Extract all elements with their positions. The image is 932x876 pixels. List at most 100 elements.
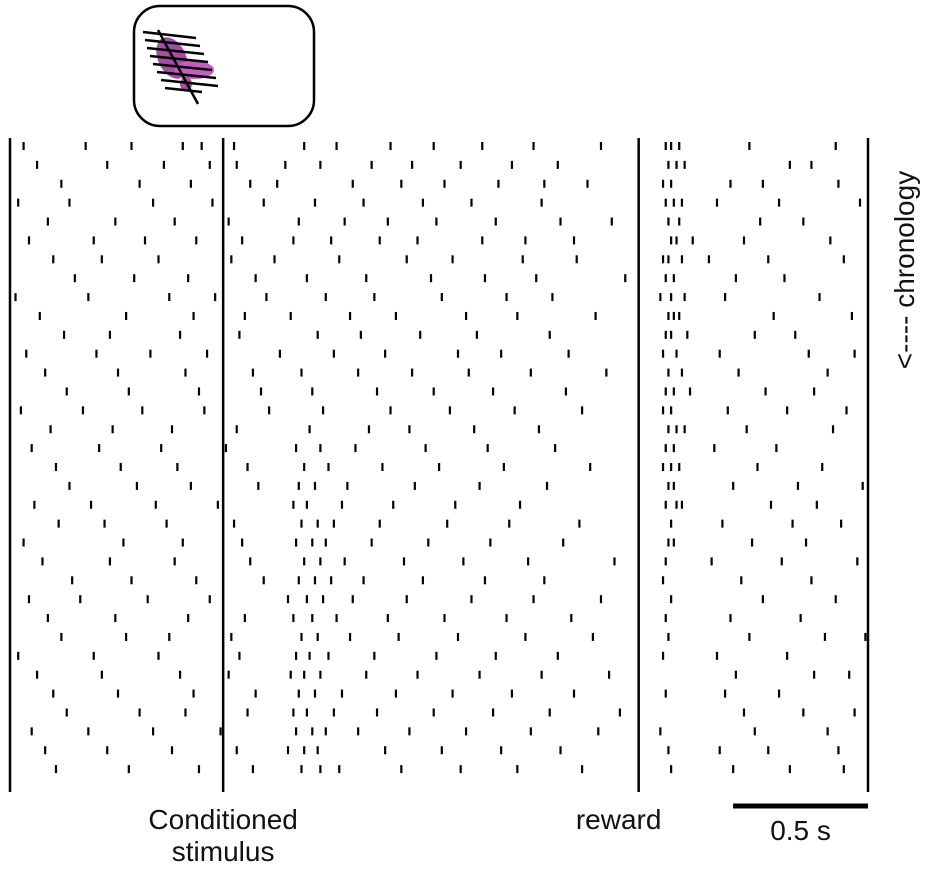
- spike: [114, 217, 117, 226]
- spike: [365, 670, 368, 679]
- spike: [295, 444, 298, 453]
- spike: [100, 255, 103, 264]
- spike: [57, 519, 60, 528]
- spike: [189, 481, 192, 490]
- spike: [667, 217, 670, 226]
- spike: [319, 444, 322, 453]
- spike: [289, 670, 292, 679]
- spike: [505, 614, 508, 623]
- spike: [491, 387, 495, 396]
- spike: [138, 179, 141, 188]
- spike: [340, 689, 344, 698]
- spike: [311, 614, 314, 623]
- spike: [224, 444, 228, 453]
- spike: [456, 349, 460, 358]
- spike: [691, 236, 694, 245]
- spike: [95, 349, 98, 358]
- spike: [821, 463, 824, 471]
- spike: [41, 557, 44, 566]
- spike: [321, 595, 325, 604]
- spike: [365, 274, 368, 283]
- spike: [297, 217, 300, 226]
- spike: [348, 632, 352, 641]
- spike: [661, 463, 665, 471]
- spike: [184, 368, 187, 377]
- spike: [116, 689, 120, 698]
- spike: [111, 425, 114, 434]
- spike: [551, 293, 554, 302]
- spike: [324, 727, 327, 736]
- spike: [664, 198, 667, 207]
- spike: [22, 142, 25, 150]
- spike: [324, 538, 327, 547]
- spike: [491, 708, 495, 717]
- spike: [211, 198, 214, 207]
- spike: [840, 519, 843, 528]
- spike: [591, 632, 594, 641]
- spike: [181, 538, 184, 547]
- spike: [661, 651, 665, 660]
- spike: [343, 557, 346, 566]
- spike: [22, 538, 25, 547]
- spike: [721, 519, 724, 528]
- spike: [357, 368, 360, 377]
- spike: [278, 349, 282, 358]
- spike: [486, 444, 489, 453]
- spike: [300, 368, 303, 377]
- spike: [667, 160, 670, 169]
- spike: [559, 217, 562, 226]
- spike: [761, 179, 764, 188]
- spike: [330, 236, 333, 245]
- spike: [462, 557, 465, 566]
- spike: [848, 670, 851, 679]
- spike: [143, 236, 147, 245]
- spike: [400, 179, 403, 188]
- spike: [52, 255, 55, 264]
- spike: [837, 746, 840, 755]
- spike: [767, 746, 770, 755]
- spike: [35, 160, 39, 169]
- spike: [338, 255, 341, 264]
- spike: [505, 293, 508, 302]
- spike: [362, 576, 365, 585]
- spike: [17, 198, 20, 207]
- spike: [168, 632, 171, 641]
- spike: [351, 595, 354, 604]
- spike: [230, 632, 233, 641]
- spike: [753, 330, 756, 339]
- spike: [49, 425, 52, 434]
- spike: [362, 198, 365, 207]
- spike: [667, 481, 670, 490]
- spike: [227, 670, 230, 679]
- y-axis-label: <---- chronology: [889, 171, 920, 369]
- spike: [678, 142, 681, 150]
- spike: [108, 557, 112, 566]
- spike: [92, 651, 95, 660]
- spike: [292, 708, 295, 717]
- spike: [303, 463, 306, 471]
- spike: [251, 765, 255, 774]
- spike: [332, 349, 335, 358]
- spike: [319, 557, 322, 566]
- spike: [265, 293, 268, 302]
- spike: [84, 142, 87, 150]
- spike: [125, 311, 128, 320]
- spike: [715, 651, 719, 660]
- spike: [178, 330, 182, 339]
- spike: [386, 217, 389, 226]
- spike: [286, 595, 290, 604]
- spike: [311, 387, 314, 396]
- spike: [686, 330, 689, 339]
- spike: [494, 217, 497, 226]
- spike: [27, 595, 31, 604]
- spike: [170, 425, 174, 434]
- spike: [316, 519, 319, 528]
- spike: [667, 746, 670, 755]
- spike: [54, 765, 58, 774]
- spike: [478, 481, 481, 490]
- spike: [737, 368, 740, 377]
- spike: [411, 368, 414, 377]
- spike: [30, 444, 33, 453]
- spike: [335, 142, 338, 150]
- spike: [618, 708, 621, 717]
